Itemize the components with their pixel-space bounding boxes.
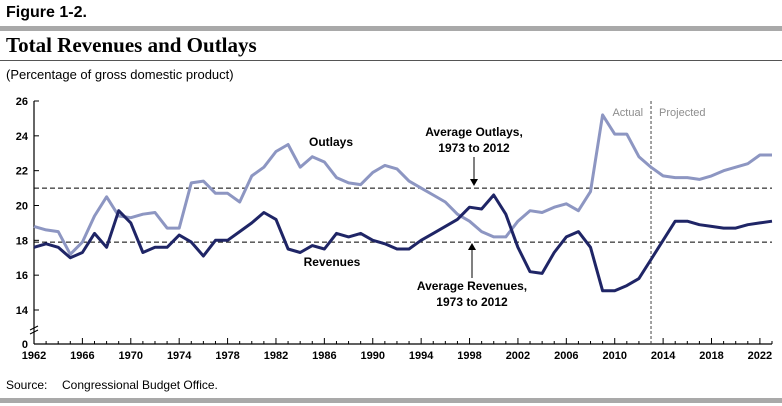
- source-text: Congressional Budget Office.: [62, 378, 218, 392]
- top-rule: [0, 26, 782, 31]
- outlays-series-label: Outlays: [309, 135, 353, 149]
- y-tick-label: 26: [16, 96, 28, 108]
- x-tick-label: 1990: [361, 350, 385, 362]
- chart-subtitle: (Percentage of gross domestic product): [6, 67, 234, 82]
- y-tick-label: 16: [16, 270, 28, 282]
- x-tick-label: 1982: [264, 350, 288, 362]
- x-tick-label: 1994: [409, 350, 434, 362]
- projected-label: Projected: [659, 107, 705, 119]
- figure-label: Figure 1-2.: [6, 4, 87, 21]
- revenues-series-label: Revenues: [304, 255, 361, 269]
- x-tick-label: 1998: [457, 350, 481, 362]
- x-tick-label: 1986: [312, 350, 336, 362]
- x-tick-label: 2022: [748, 350, 772, 362]
- y-tick-label: 24: [16, 131, 29, 143]
- avg-revenues-label-line1: Average Revenues,: [417, 279, 527, 293]
- y-tick-label: 0: [22, 339, 28, 351]
- actual-label: Actual: [612, 107, 643, 119]
- x-tick-label: 2006: [554, 350, 578, 362]
- x-tick-label: 2018: [699, 350, 723, 362]
- axis-break-mark: [29, 329, 39, 335]
- y-tick-label: 22: [16, 166, 28, 178]
- avg-revenues-arrowhead: [468, 243, 476, 250]
- source-label: Source:: [6, 378, 48, 392]
- actual-projected-divider: Actual Projected: [612, 101, 706, 344]
- outlays-series-line: [33, 113, 772, 256]
- x-tick-label: 1970: [119, 350, 143, 362]
- chart-annotations: Outlays Revenues Average Outlays, 1973 to 2…: [304, 125, 527, 309]
- y-tick-label: 20: [16, 201, 28, 213]
- axis-break-mark: [29, 325, 39, 331]
- avg-outlays-label-line1: Average Outlays,: [425, 125, 523, 139]
- bottom-rule: [0, 398, 782, 403]
- x-tick-label: 2002: [506, 350, 530, 362]
- revenues-series-line: [33, 193, 773, 293]
- chart-title: Total Revenues and Outlays: [6, 33, 257, 57]
- avg-outlays-label-line2: 1973 to 2012: [438, 141, 510, 155]
- x-tick-label: 1966: [70, 350, 94, 362]
- y-tick-label: 18: [16, 235, 28, 247]
- avg-outlays-arrowhead: [470, 179, 478, 186]
- chart-series: [33, 113, 773, 293]
- x-tick-label: 1974: [167, 350, 192, 362]
- avg-revenues-label-line2: 1973 to 2012: [436, 295, 508, 309]
- title-rule: [0, 60, 782, 61]
- x-tick-label: 2014: [651, 350, 676, 362]
- x-tick-label: 1978: [215, 350, 239, 362]
- x-tick-label: 1962: [22, 350, 46, 362]
- reference-lines: [34, 187, 772, 243]
- y-tick-label: 14: [16, 305, 29, 317]
- x-tick-label: 2010: [602, 350, 626, 362]
